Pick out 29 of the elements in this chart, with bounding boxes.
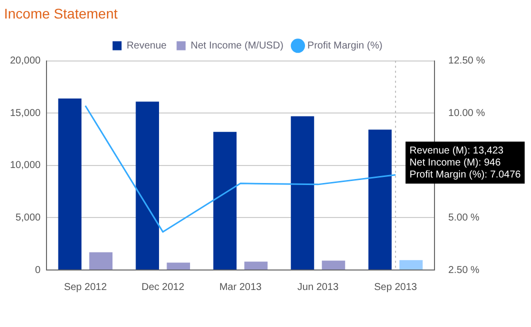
- annotation: Revenue (M): 13,423 Net Income (M): 946 Profit Margin (%): 7.0476: [410, 145, 522, 180]
- y2-tick-label: 12.50 %: [448, 56, 486, 67]
- x-tick-label: Sep 2013: [374, 282, 418, 293]
- x-tick-label: Mar 2013: [219, 282, 262, 293]
- legend-label: Profit Margin (%): [307, 40, 382, 52]
- y2-tick-label: 10.00 %: [448, 108, 486, 119]
- bar: [166, 262, 190, 270]
- bar: [244, 262, 268, 270]
- y-tick-label: 15,000: [10, 108, 42, 119]
- chart-title: Income Statement: [4, 5, 118, 22]
- bar: [290, 116, 314, 270]
- bar: [58, 98, 82, 270]
- x-tick-label: Dec 2012: [141, 282, 185, 293]
- y-tick-label: 10,000: [10, 160, 42, 172]
- y-tick-label: 5,000: [16, 212, 42, 224]
- y2-tick-label: 2.50 %: [448, 264, 480, 276]
- x-tick-label: Sep 2012: [64, 282, 108, 293]
- bar: [399, 260, 423, 270]
- legend-label: Revenue: [126, 40, 168, 52]
- y2-tick-label: 5.00 %: [448, 212, 480, 224]
- bar: [213, 132, 237, 270]
- legend-label: Net Income (M/USD): [190, 40, 284, 52]
- y-tick-label: 0: [35, 264, 42, 276]
- x-tick-label: Jun 2013: [297, 282, 339, 293]
- y-tick-label: 20,000: [10, 56, 42, 67]
- bar: [322, 260, 346, 270]
- bar: [136, 102, 160, 270]
- bar: [89, 252, 112, 270]
- bar: [368, 130, 392, 270]
